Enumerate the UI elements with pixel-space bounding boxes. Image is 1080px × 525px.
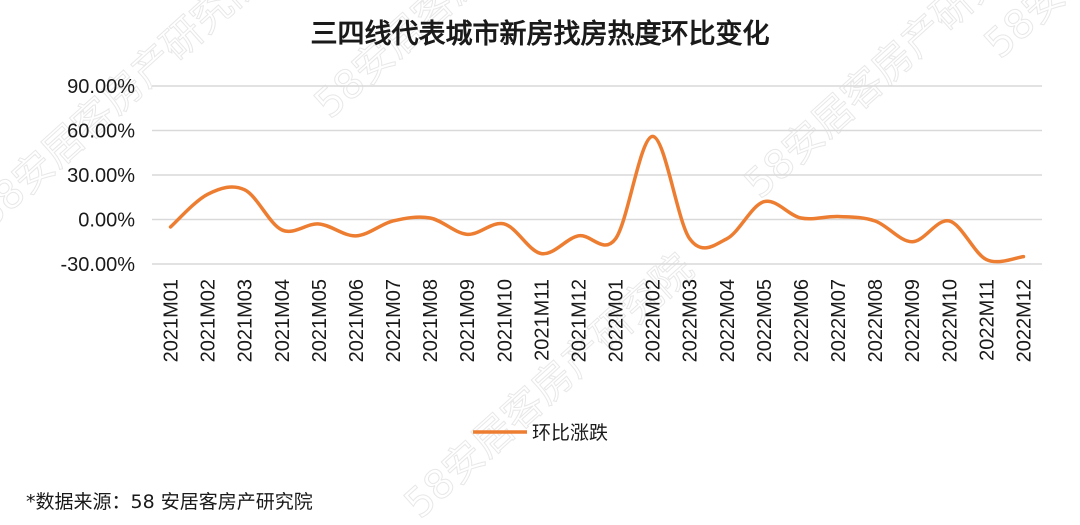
x-tick-label: 2021M06 <box>346 279 368 362</box>
x-tick-label: 2022M10 <box>939 279 961 362</box>
x-tick-label: 2022M01 <box>606 279 628 362</box>
y-tick-label: 0.00% <box>78 210 135 232</box>
y-tick-label: -30.00% <box>61 254 136 276</box>
x-tick-label: 2021M12 <box>568 279 590 362</box>
x-tick-label: 2021M03 <box>235 279 257 362</box>
x-tick-label: 2021M09 <box>457 279 479 362</box>
x-tick-label: 2022M03 <box>680 279 702 362</box>
x-tick-label: 2021M07 <box>383 279 405 362</box>
x-tick-label: 2021M02 <box>198 279 220 362</box>
y-tick-label: 60.00% <box>67 121 135 143</box>
x-tick-label: 2022M09 <box>902 279 924 362</box>
watermark-text: 58安居客房产研究院 <box>0 0 272 237</box>
x-tick-label: 2021M04 <box>272 279 294 362</box>
x-tick-label: 2021M05 <box>309 279 331 362</box>
legend-label: 环比涨跌 <box>532 422 608 444</box>
x-tick-label: 2021M11 <box>531 279 553 361</box>
x-tick-label: 2022M11 <box>976 279 998 361</box>
source-note: *数据来源：58 安居客房产研究院 <box>26 491 313 513</box>
x-tick-label: 2022M08 <box>865 279 887 362</box>
chart-title: 三四线代表城市新房找房热度环比变化 <box>311 18 770 50</box>
x-tick-label: 2022M07 <box>828 279 850 362</box>
x-tick-label: 2022M02 <box>643 279 665 362</box>
x-tick-label: 2021M08 <box>420 279 442 362</box>
y-axis-ticks: 90.00% 60.00% 30.00% 0.00% -30.00% <box>61 76 136 276</box>
x-tick-label: 2021M10 <box>494 279 516 362</box>
x-tick-label: 2022M12 <box>1013 279 1035 362</box>
x-axis-ticks: 2021M01 2021M02 2021M03 2021M04 2021M05 2021M… <box>161 279 1036 362</box>
x-tick-label: 2021M01 <box>161 279 183 362</box>
legend: 环比涨跌 <box>473 422 608 444</box>
watermark-text: 58安居客房产研究院 <box>976 0 1080 67</box>
y-tick-label: 90.00% <box>67 76 135 98</box>
y-tick-label: 30.00% <box>67 165 135 187</box>
x-tick-label: 2022M04 <box>717 279 739 362</box>
x-tick-label: 2022M06 <box>791 279 813 362</box>
series-line-环比涨跌 <box>168 134 1026 264</box>
gridlines <box>152 85 1042 265</box>
x-tick-label: 2022M05 <box>754 279 776 362</box>
